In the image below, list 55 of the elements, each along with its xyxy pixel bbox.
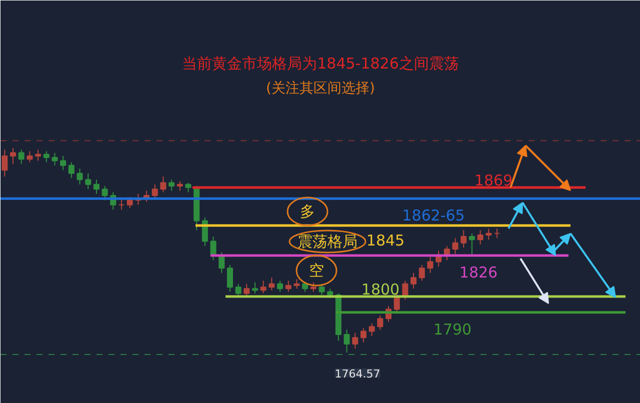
candlestick: [176, 180, 183, 192]
candlestick: [43, 150, 50, 163]
candlestick: [252, 282, 258, 294]
candlestick: [52, 152, 58, 166]
candlestick: [285, 280, 292, 292]
ref-line-label: 1826: [459, 263, 498, 282]
candlestick: [294, 278, 300, 290]
candlestick: [60, 155, 66, 171]
candlestick: [118, 198, 124, 210]
candlestick: [352, 332, 358, 350]
candlestick: [85, 172, 92, 190]
candlestick: [477, 230, 484, 245]
annotation: 空: [309, 262, 324, 280]
candlestick: [344, 329, 350, 354]
ref-line-label: 1862-65: [402, 206, 465, 225]
candlestick: [152, 184, 158, 200]
candlestick: [486, 228, 492, 240]
ref-line-label: 1790: [433, 320, 472, 338]
candlestick: [185, 182, 192, 193]
candlestick: [277, 280, 284, 292]
annotation: 震荡格局: [298, 232, 358, 250]
candlestick: [168, 179, 175, 192]
candlestick: [452, 238, 458, 254]
candlestick: [68, 162, 74, 179]
candlestick: [26, 150, 33, 163]
candlestick: [76, 168, 83, 185]
candlestick: [260, 280, 266, 294]
candlestick: [160, 176, 166, 193]
candlestick: [427, 256, 434, 274]
ref-line-label: 1800: [361, 280, 400, 299]
ref-line-label: 1845: [366, 231, 405, 250]
candlestick: [310, 282, 316, 292]
annotation: 1764.57: [334, 368, 380, 381]
candlestick: [368, 322, 375, 337]
candlestick: [494, 228, 500, 239]
candlestick: [418, 264, 425, 282]
candlestick: [93, 179, 100, 194]
candlestick: [268, 277, 275, 291]
candlestick: [244, 283, 250, 298]
candlestick: [468, 232, 475, 256]
candlestick: [35, 149, 42, 162]
candlestick: [202, 217, 208, 246]
candlestick: [360, 328, 366, 343]
candlestick: [460, 230, 467, 248]
annotation: 多: [300, 202, 315, 220]
text: (关注其区间选择): [266, 80, 375, 96]
ref-line-label: 1869: [474, 172, 513, 190]
candlestick: [18, 149, 24, 164]
candlestick: [2, 149, 8, 177]
text: 当前黄金市场格局为1845-1826之间震荡: [182, 54, 459, 72]
candlestick: [377, 315, 384, 330]
candlestick: [235, 283, 242, 298]
candlestick: [410, 272, 417, 290]
candlestick: [226, 264, 233, 292]
candlestick: [10, 148, 16, 164]
